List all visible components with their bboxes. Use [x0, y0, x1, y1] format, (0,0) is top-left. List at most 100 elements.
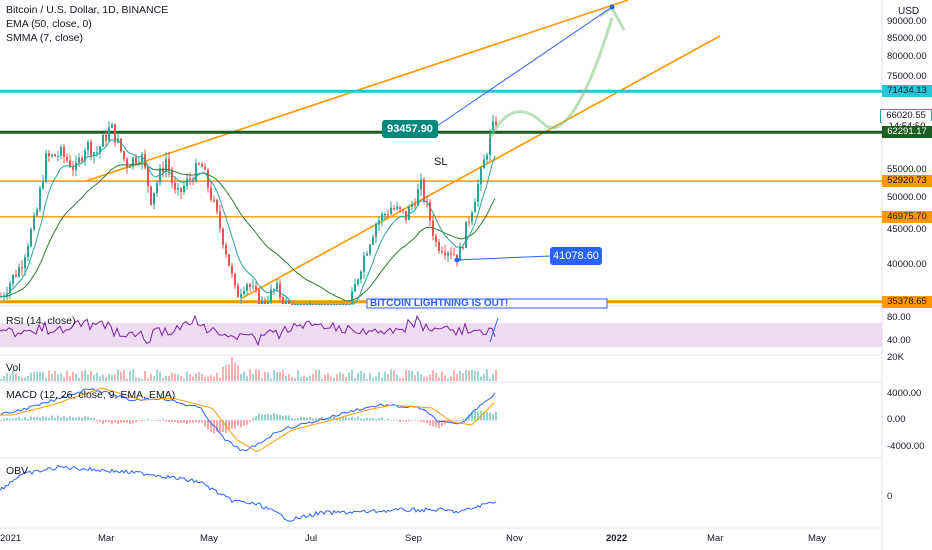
- macd-histogram-bar: [363, 418, 365, 421]
- candle-body: [384, 214, 386, 216]
- candle-body: [477, 184, 479, 202]
- candle-body: [78, 157, 80, 163]
- time-tick: 2022: [606, 533, 628, 544]
- candle-body: [459, 247, 461, 261]
- macd-histogram-bar: [411, 419, 413, 421]
- candle-body: [105, 134, 107, 141]
- macd-histogram-bar: [360, 418, 362, 421]
- macd-histogram-bar: [81, 417, 83, 421]
- price-tag: 71434.13: [882, 85, 932, 98]
- volume-bar: [333, 377, 335, 381]
- volume-bar: [396, 374, 398, 381]
- volume-bar: [468, 370, 470, 381]
- macd-histogram-bar: [477, 411, 479, 421]
- candle-body: [126, 159, 128, 168]
- volume-bar: [246, 376, 248, 381]
- macd-histogram-bar: [33, 416, 35, 421]
- candle-body: [81, 157, 83, 161]
- macd-histogram-bar: [486, 412, 488, 421]
- candle-body: [66, 156, 68, 161]
- candle-body: [387, 214, 389, 216]
- volume-bar: [405, 369, 407, 381]
- volume-bar: [288, 373, 290, 381]
- volume-bar: [84, 369, 86, 381]
- volume-bar: [42, 372, 44, 381]
- price-tag: 52920.73: [882, 175, 932, 188]
- volume-bar: [312, 373, 314, 381]
- candle-body: [183, 186, 185, 192]
- candle-body: [228, 254, 230, 267]
- candle-body: [213, 199, 215, 201]
- candle-body: [108, 127, 110, 141]
- volume-bar: [276, 372, 278, 381]
- candle-body: [468, 221, 470, 223]
- candle-body: [243, 290, 245, 294]
- macd-histogram-bar: [36, 416, 38, 421]
- macd-histogram-bar: [483, 411, 485, 421]
- macd-histogram-bar: [186, 420, 188, 424]
- volume-bar: [174, 373, 176, 381]
- macd-histogram-bar: [6, 417, 8, 421]
- macd-histogram-bar: [276, 413, 278, 421]
- candle-body: [99, 146, 101, 153]
- candle-body: [279, 283, 281, 298]
- macd-histogram-bar: [99, 420, 101, 423]
- candle-body: [288, 301, 290, 304]
- target-line: [436, 6, 613, 127]
- candle-body: [195, 163, 197, 182]
- candle-body: [249, 284, 251, 287]
- candle-body: [483, 159, 485, 169]
- candle-body: [141, 154, 143, 163]
- candle-body: [381, 214, 383, 221]
- macd-histogram-bar: [273, 413, 275, 421]
- macd-histogram-bar: [177, 420, 179, 424]
- macd-histogram-bar: [297, 418, 299, 421]
- volume-bar: [24, 377, 26, 381]
- candle-body: [93, 152, 95, 157]
- news-box: [366, 298, 608, 309]
- macd-histogram-bar: [66, 417, 68, 421]
- candle-body: [399, 206, 401, 210]
- volume-bar: [123, 369, 125, 381]
- candle-body: [171, 170, 173, 184]
- macd-histogram-bar: [174, 420, 176, 423]
- price-tick: 75000.00: [887, 70, 927, 82]
- candle-body: [411, 204, 413, 208]
- candle-body: [177, 188, 179, 190]
- candle-body: [42, 181, 44, 189]
- volume-bar: [390, 369, 392, 381]
- candle-body: [186, 178, 188, 187]
- volume-bar: [330, 376, 332, 381]
- macd-histogram-bar: [309, 417, 311, 421]
- volume-bar: [441, 371, 443, 381]
- macd-histogram-bar: [153, 419, 155, 421]
- candle-body: [60, 146, 62, 157]
- volume-bar: [447, 378, 449, 381]
- volume-bar: [411, 370, 413, 381]
- volume-bar: [348, 372, 350, 381]
- target-box: 93457.90: [382, 120, 438, 138]
- macd-histogram-bar: [423, 420, 425, 423]
- macd-histogram-bar: [96, 420, 98, 422]
- macd-histogram-bar: [120, 420, 122, 423]
- low-line: [456, 255, 551, 261]
- rsi-label: RSI (14, close): [6, 315, 76, 327]
- volume-bar: [75, 373, 77, 381]
- candle-body: [207, 169, 209, 188]
- volume-bar: [114, 374, 116, 381]
- macd-histogram-bar: [270, 415, 272, 421]
- macd-histogram-bar: [45, 416, 47, 421]
- volume-bar: [21, 377, 23, 381]
- candle-body: [219, 211, 221, 229]
- volume-bar: [18, 376, 20, 381]
- candle-body: [462, 247, 464, 249]
- macd-histogram-bar: [54, 417, 56, 421]
- volume-bar: [387, 374, 389, 381]
- candle-body: [417, 189, 419, 206]
- volume-bar: [162, 378, 164, 381]
- candle-body: [282, 297, 284, 304]
- volume-bar: [408, 370, 410, 381]
- candle-body: [354, 284, 356, 292]
- macd-histogram-bar: [474, 409, 476, 421]
